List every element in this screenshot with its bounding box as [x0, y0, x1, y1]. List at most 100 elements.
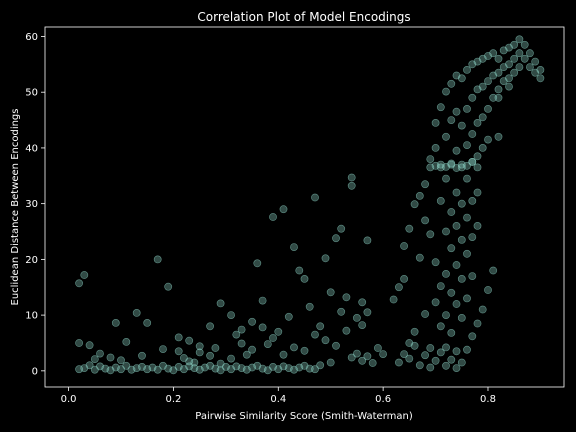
scatter-point	[526, 63, 534, 71]
y-tick-label: 50	[25, 88, 38, 99]
scatter-point	[342, 293, 351, 302]
scatter-point	[216, 359, 225, 368]
scatter-point	[447, 79, 456, 88]
scatter-point	[415, 191, 424, 200]
scatter-point	[457, 274, 466, 283]
scatter-point	[442, 132, 450, 141]
scatter-point	[290, 343, 298, 352]
scatter-point	[410, 341, 419, 350]
scatter-point	[290, 243, 298, 251]
scatter-point	[447, 328, 456, 337]
scatter-point	[332, 234, 340, 243]
scatter-point	[159, 345, 167, 353]
scatter-point	[468, 272, 477, 280]
scatter-point	[174, 333, 183, 342]
scatter-point	[421, 351, 429, 360]
scatter-point	[452, 364, 461, 372]
scatter-point	[106, 353, 115, 362]
scatter-point	[415, 253, 424, 262]
scatter-point	[321, 336, 330, 345]
scatter-point	[494, 68, 503, 77]
scatter-point	[447, 116, 456, 124]
chart-title: Correlation Plot of Model Encodings	[197, 10, 410, 24]
scatter-point	[489, 49, 498, 58]
scatter-point	[484, 77, 492, 85]
scatter-point	[426, 155, 435, 163]
scatter-point	[510, 54, 519, 63]
scatter-point	[484, 135, 492, 144]
scatter-point	[394, 358, 403, 367]
x-tick-label: 0.8	[480, 394, 496, 405]
scatter-point	[494, 85, 503, 94]
scatter-point	[300, 274, 309, 283]
scatter-point	[442, 227, 450, 236]
scatter-point	[122, 361, 131, 370]
points-layer	[75, 35, 545, 375]
scatter-point	[248, 317, 256, 326]
scatter-point	[400, 274, 408, 283]
scatter-point	[311, 330, 319, 339]
scatter-point	[405, 224, 414, 233]
scatter-point	[263, 340, 272, 348]
scatter-point	[463, 66, 471, 74]
scatter-point	[505, 60, 513, 69]
scatter-point	[379, 350, 387, 358]
scatter-point	[463, 141, 471, 149]
scatter-point	[452, 107, 461, 116]
scatter-point	[478, 305, 487, 314]
scatter-point	[117, 356, 125, 365]
y-tick-label: 30	[25, 199, 38, 210]
scatter-point	[426, 344, 435, 352]
scatter-point	[494, 54, 503, 63]
y-tick-label: 20	[25, 255, 38, 266]
scatter-point	[526, 49, 534, 58]
scatter-point	[463, 345, 471, 354]
scatter-point	[442, 343, 450, 352]
scatter-point	[352, 349, 361, 358]
scatter-point	[321, 254, 330, 263]
scatter-point	[473, 319, 482, 328]
scatter-point	[447, 159, 456, 168]
scatter-point	[206, 322, 214, 331]
scatter-point	[463, 174, 471, 183]
scatter-point	[258, 323, 267, 332]
scatter-point	[447, 208, 456, 216]
scatter-point	[195, 342, 204, 351]
scatter-point	[311, 193, 319, 202]
scatter-point	[326, 288, 335, 297]
scatter-point	[515, 35, 524, 44]
scatter-point	[410, 200, 419, 209]
scatter-point	[489, 93, 498, 102]
scatter-point	[431, 143, 440, 152]
scatter-point	[505, 82, 513, 91]
scatter-point	[442, 361, 450, 370]
scatter-point	[442, 269, 450, 278]
x-tick-label: 0.6	[375, 394, 391, 405]
scatter-point	[232, 330, 241, 339]
scatter-point	[153, 255, 162, 264]
scatter-point	[457, 121, 466, 130]
scatter-point	[457, 199, 466, 208]
scatter-point	[531, 57, 540, 66]
scatter-point	[269, 334, 277, 342]
scatter-point	[358, 356, 367, 365]
scatter-point	[363, 236, 372, 245]
scatter-point	[442, 174, 450, 183]
scatter-point	[468, 157, 477, 166]
scatter-point	[75, 279, 83, 288]
scatter-point	[216, 299, 225, 308]
scatter-point	[447, 244, 456, 253]
scatter-point	[410, 327, 419, 336]
scatter-point	[206, 351, 214, 360]
scatter-point	[452, 261, 461, 269]
scatter-point	[520, 40, 529, 49]
scatter-point	[269, 213, 277, 221]
scatter-point	[520, 54, 529, 63]
scatter-point	[431, 119, 440, 127]
scatter-point	[352, 313, 361, 322]
scatter-point	[452, 146, 461, 155]
scatter-point	[305, 302, 314, 311]
scatter-point	[295, 266, 304, 275]
